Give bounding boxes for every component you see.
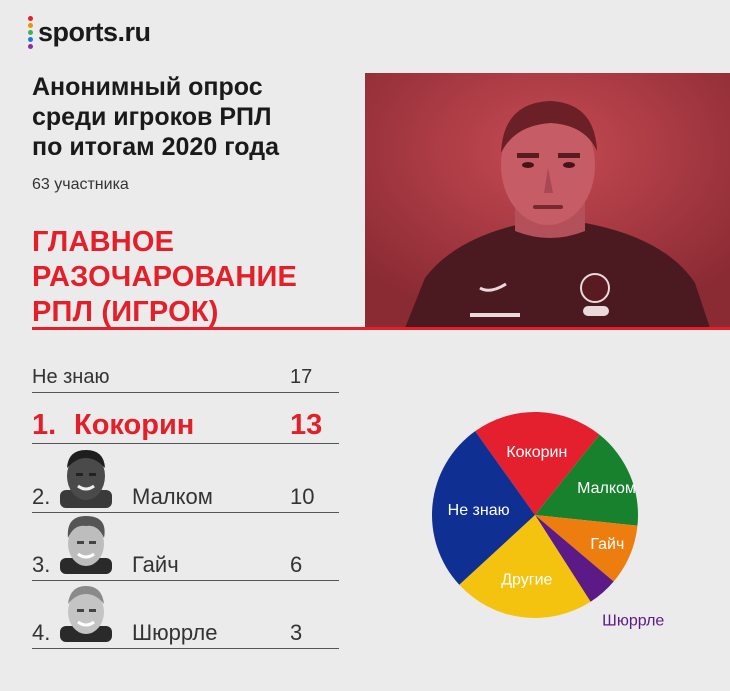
brand-name: sports.ru [38, 17, 151, 47]
row-underline [32, 512, 339, 513]
pie-slice [432, 431, 535, 585]
row-underline [32, 580, 339, 581]
divider-line [32, 327, 730, 330]
pie-label: Шюррле [602, 613, 664, 630]
logo-dot [28, 44, 33, 49]
player-photo [365, 73, 730, 328]
brand-logo: sports.ru [28, 16, 151, 49]
ranking-value: 10 [290, 484, 315, 509]
ranking-name: Кокорин [74, 409, 195, 441]
ranking-rank: 4. [32, 620, 51, 645]
ranking-rank: 2. [32, 484, 51, 509]
page-title: Анонимный опрос среди игроков РПЛ по ито… [32, 73, 279, 161]
ranking-value: 6 [290, 552, 303, 577]
section-title: ГЛАВНОЕ РАЗОЧАРОВАНИЕ РПЛ (ИГРОК) [32, 226, 298, 328]
ranking-name: Шюррле [132, 620, 218, 645]
pie-label: Малком [577, 480, 636, 497]
ranking-name: Не знаю [32, 366, 110, 388]
logo-dot [28, 30, 33, 35]
ranking-value: 17 [290, 366, 313, 388]
participants-count: 63 участника [32, 176, 129, 193]
pie-label: Не знаю [448, 502, 510, 519]
row-underline [32, 443, 339, 444]
player-avatar-schurrle [56, 580, 116, 642]
pie-slice [535, 515, 638, 582]
row-underline [32, 392, 339, 393]
ranking-value: 3 [290, 620, 303, 645]
ranking-name: Малком [132, 484, 213, 509]
pie-slice [459, 515, 591, 618]
pie-slice [535, 434, 638, 526]
pie-slice [475, 412, 600, 515]
logo-dot [28, 23, 33, 28]
ranking-value: 13 [290, 409, 323, 441]
logo-dots [28, 16, 33, 49]
pie-label: Гайч [590, 536, 624, 553]
logo-dot [28, 16, 33, 21]
pie-label: Другие [501, 571, 552, 588]
pie-chart: Кокорин Малком Гайч Шюррле Другие Не знаю [432, 412, 664, 630]
player-avatar-gaich [56, 512, 116, 574]
ranking-name: Гайч [132, 552, 179, 577]
pie-label: Кокорин [506, 444, 567, 461]
player-avatar-malcom [56, 446, 116, 508]
ranking-rank: 1. [32, 409, 57, 441]
pie-slice [535, 515, 614, 602]
ranking-rank: 3. [32, 552, 51, 577]
row-underline [32, 648, 339, 649]
logo-dot [28, 37, 33, 42]
